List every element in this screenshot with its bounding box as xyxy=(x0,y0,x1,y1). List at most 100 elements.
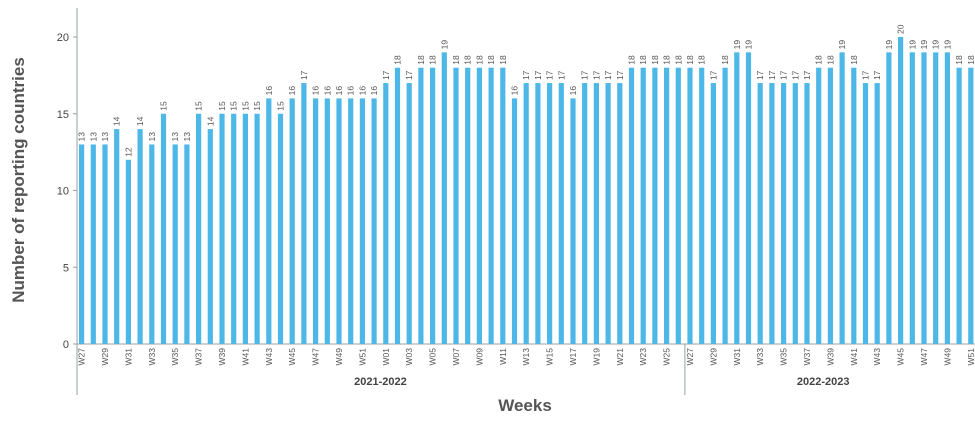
bar-value-label: 16 xyxy=(287,86,297,96)
bar-value-label: 18 xyxy=(966,55,975,65)
bar-value-label: 16 xyxy=(369,86,379,96)
bar-value-label: 19 xyxy=(919,40,929,50)
x-tick-label: W33 xyxy=(755,348,765,366)
bar-value-label: 14 xyxy=(205,116,215,126)
bar-value-label: 13 xyxy=(147,132,157,142)
x-tick-label: W31 xyxy=(123,348,133,366)
bar-value-label: 18 xyxy=(498,55,508,65)
bar xyxy=(582,83,588,345)
x-tick-label: W03 xyxy=(404,348,414,366)
bar-value-label: 17 xyxy=(802,70,812,80)
bar xyxy=(921,52,927,344)
bar-value-label: 15 xyxy=(252,101,262,111)
bar xyxy=(687,67,693,344)
bar xyxy=(933,52,939,344)
bar-value-label: 15 xyxy=(276,101,286,111)
bar xyxy=(710,83,716,345)
x-tick-label: W23 xyxy=(638,348,648,366)
x-tick-label: W45 xyxy=(896,348,906,366)
bar-value-label: 18 xyxy=(428,55,438,65)
bar xyxy=(956,67,962,344)
bar-value-label: 18 xyxy=(416,55,426,65)
bar xyxy=(184,144,190,344)
bar xyxy=(734,52,740,344)
bar-value-label: 17 xyxy=(299,70,309,80)
x-tick-label: W13 xyxy=(521,348,531,366)
y-tick-label: 20 xyxy=(57,32,69,44)
bar xyxy=(769,83,775,345)
bar xyxy=(898,37,904,344)
bar xyxy=(219,113,225,344)
x-tick-label: W45 xyxy=(287,348,297,366)
x-tick-label: W25 xyxy=(662,348,672,366)
bar-value-label: 19 xyxy=(942,40,952,50)
bar xyxy=(722,67,728,344)
bar xyxy=(593,83,599,345)
bar-value-label: 13 xyxy=(100,132,110,142)
bar-value-label: 16 xyxy=(357,86,367,96)
bar xyxy=(125,159,131,344)
bar-value-label: 15 xyxy=(159,101,169,111)
bar-value-label: 17 xyxy=(580,70,590,80)
bar xyxy=(90,144,96,344)
bar-value-label: 18 xyxy=(825,55,835,65)
bar xyxy=(944,52,950,344)
season-label: 2021-2022 xyxy=(354,376,407,388)
bar-value-label: 15 xyxy=(229,101,239,111)
bar xyxy=(289,98,295,345)
x-tick-label: W17 xyxy=(568,348,578,366)
bar-value-label: 18 xyxy=(685,55,695,65)
season-label: 2022-2023 xyxy=(797,376,850,388)
bar-value-label: 19 xyxy=(837,40,847,50)
x-tick-label: W21 xyxy=(615,348,625,366)
bar-value-label: 19 xyxy=(732,40,742,50)
bar xyxy=(523,83,529,345)
bar xyxy=(617,83,623,345)
bar xyxy=(277,113,284,344)
bar-value-label: 17 xyxy=(872,70,882,80)
x-tick-label: W39 xyxy=(217,348,227,366)
bar-value-label: 18 xyxy=(627,55,637,65)
bar-value-label: 16 xyxy=(311,86,321,96)
y-tick-label: 0 xyxy=(63,339,69,351)
bar-value-label: 16 xyxy=(322,86,332,96)
bar xyxy=(418,67,424,344)
bar-value-label: 18 xyxy=(849,55,859,65)
bar-value-label: 17 xyxy=(404,70,414,80)
x-tick-label: W11 xyxy=(498,348,508,365)
x-tick-label: W31 xyxy=(732,348,742,366)
bar xyxy=(336,98,342,345)
bar xyxy=(558,83,564,345)
bar-value-label: 17 xyxy=(861,70,871,80)
bar xyxy=(547,83,553,345)
bar xyxy=(383,83,389,345)
y-axis-title: Number of reporting countries xyxy=(9,57,28,303)
bar xyxy=(196,113,202,344)
bar xyxy=(394,67,401,344)
bar-value-label: 17 xyxy=(708,70,718,80)
bar xyxy=(313,98,319,345)
bar-value-label: 16 xyxy=(264,86,274,96)
bar-value-label: 14 xyxy=(112,116,122,126)
bar xyxy=(664,67,670,344)
x-tick-label: W43 xyxy=(264,348,274,366)
bar xyxy=(827,67,833,344)
y-tick-label: 15 xyxy=(57,109,69,121)
x-tick-label: W43 xyxy=(872,348,882,366)
bar-value-label: 18 xyxy=(720,55,730,65)
bar-value-label: 18 xyxy=(486,55,496,65)
y-tick-label: 5 xyxy=(63,262,69,274)
bar-value-label: 13 xyxy=(182,132,192,142)
bar-value-label: 17 xyxy=(381,70,391,80)
bar xyxy=(137,129,143,344)
bar xyxy=(640,67,646,344)
x-tick-label: W37 xyxy=(194,348,204,366)
bar xyxy=(301,83,307,345)
bar-value-label: 13 xyxy=(170,132,180,142)
x-tick-label: W05 xyxy=(428,348,438,366)
bar-value-label: 17 xyxy=(603,70,613,80)
bar xyxy=(371,98,377,345)
bar-value-label: 15 xyxy=(194,101,204,111)
